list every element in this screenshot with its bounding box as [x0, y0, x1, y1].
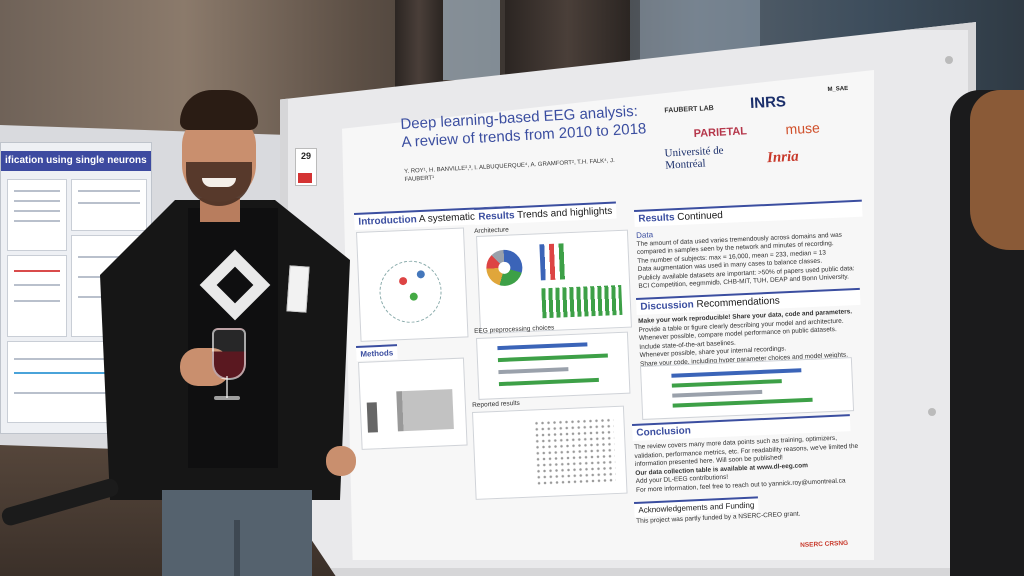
poster-logos: FAUBERT LAB INRS M_SAE PARIETAL muse Uni…	[655, 73, 875, 184]
results-charts	[476, 229, 632, 334]
introduction-figure	[356, 227, 469, 342]
right-hand	[326, 446, 356, 476]
wine-glass-base	[214, 396, 240, 400]
parietal-logo: PARIETAL	[693, 125, 748, 141]
red-clip	[298, 173, 312, 183]
background-window	[440, 0, 500, 80]
board-pin	[928, 408, 936, 416]
left-poster-panel	[7, 255, 67, 337]
wine-glass-icon	[212, 328, 246, 380]
jeans-leg-gap	[234, 520, 240, 576]
methods-figure	[358, 357, 468, 450]
msae-logo: M_SAE	[827, 85, 849, 93]
conclusion-text: The review covers many more data points …	[634, 434, 859, 494]
inria-logo: Inria	[766, 148, 800, 167]
faubert-lab-logo: FAUBERT LAB	[664, 104, 714, 115]
results-continued-text: Data The amount of data used varies trem…	[635, 230, 855, 290]
methods-heading: Methods	[356, 344, 398, 361]
presenter-person	[100, 90, 360, 576]
wine-glass-stem	[226, 376, 228, 398]
smile	[202, 178, 236, 187]
board-number: 29	[300, 151, 311, 161]
left-poster-title-bar: ification using single neurons	[1, 151, 151, 171]
bystander-hair	[970, 90, 1024, 250]
board-number-tag: 29	[295, 148, 317, 186]
eeg-preprocessing-figure	[476, 331, 631, 400]
discussion-figure	[640, 357, 855, 420]
hair	[180, 90, 258, 130]
left-poster-panel	[7, 179, 67, 251]
muse-logo: muse	[785, 119, 821, 138]
inrs-logo: INRS	[749, 93, 787, 113]
left-poster-panel	[71, 179, 147, 231]
udem-logo: Université de Montréal	[664, 144, 724, 172]
board-pin	[945, 56, 953, 64]
reported-results-figure	[472, 405, 628, 500]
name-badge	[286, 265, 310, 313]
left-poster-title: ification using single neurons	[5, 155, 147, 166]
